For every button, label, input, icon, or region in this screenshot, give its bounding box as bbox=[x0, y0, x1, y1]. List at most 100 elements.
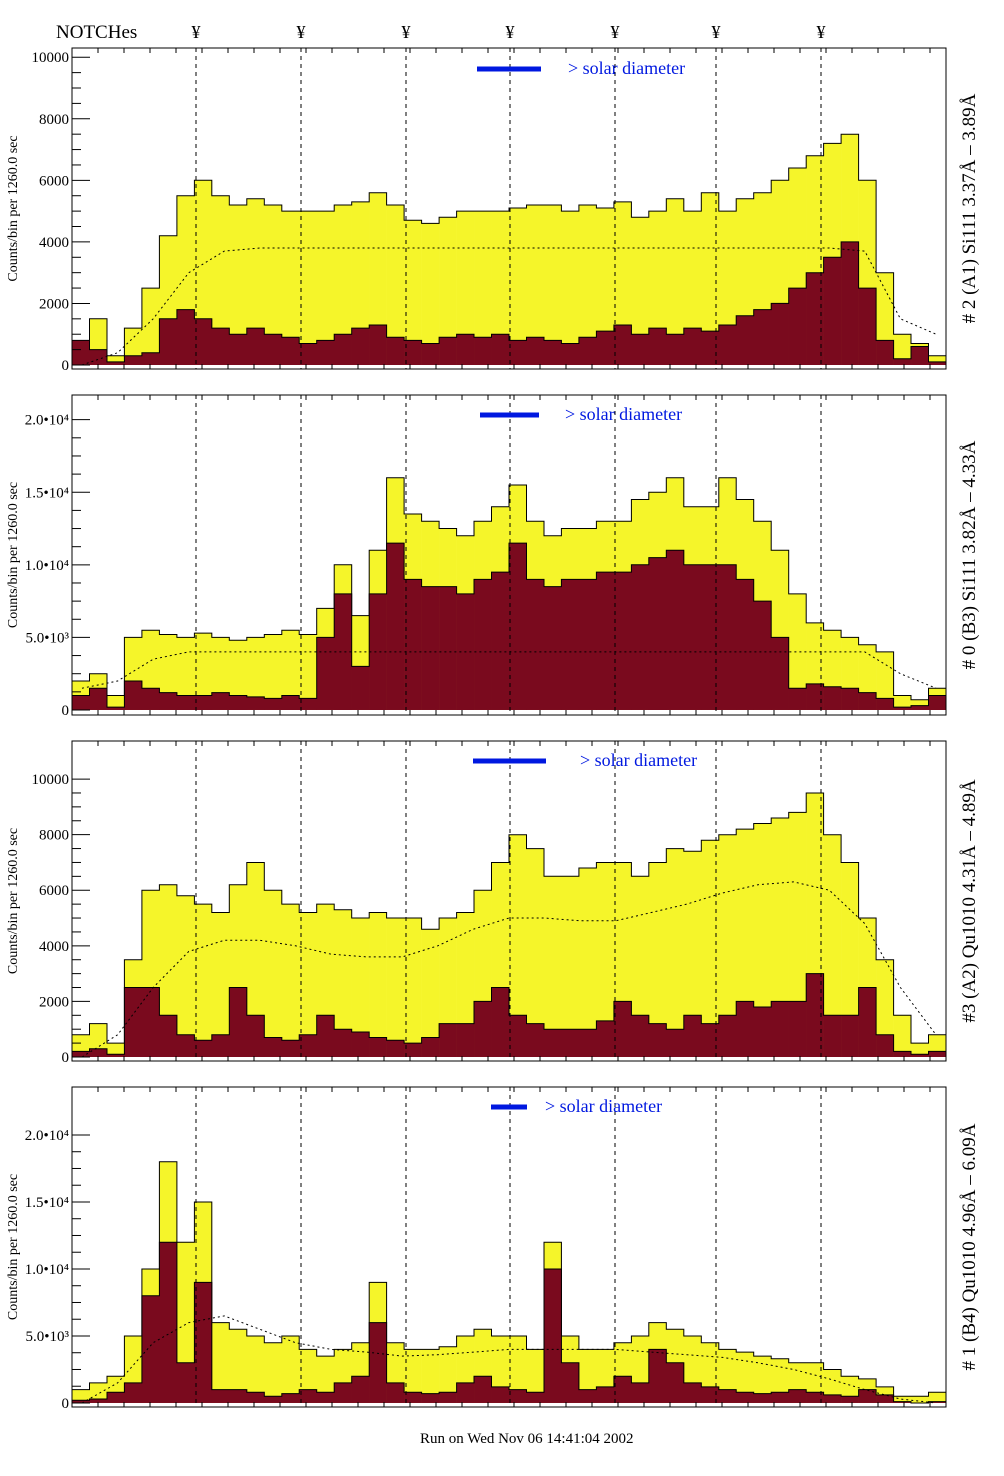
residual-counts-bar bbox=[666, 1362, 685, 1403]
notch-symbol: ¥ bbox=[712, 22, 721, 42]
y-tick-label: 6000 bbox=[39, 173, 69, 189]
residual-counts-bar bbox=[613, 324, 632, 365]
residual-counts-bar bbox=[421, 1393, 440, 1403]
residual-counts-bar bbox=[718, 1389, 737, 1403]
total-counts-bar bbox=[106, 1043, 125, 1057]
y-tick-label: 4000 bbox=[39, 939, 69, 955]
y-tick-label: 1.0•10⁴ bbox=[25, 558, 69, 574]
residual-counts-bar bbox=[299, 343, 318, 365]
residual-counts-bar bbox=[788, 688, 807, 710]
residual-counts-bar bbox=[141, 352, 160, 365]
residual-counts-bar bbox=[89, 1398, 108, 1403]
residual-counts-bar bbox=[299, 1389, 318, 1403]
residual-counts-bar bbox=[281, 695, 300, 710]
residual-counts-bar bbox=[159, 318, 178, 365]
residual-counts-bar bbox=[72, 1400, 90, 1403]
residual-counts-bar bbox=[771, 1392, 789, 1403]
total-counts-bar bbox=[351, 201, 370, 365]
run-timestamp: Run on Wed Nov 06 14:41:04 2002 bbox=[420, 1431, 634, 1447]
panel-frame bbox=[71, 1086, 947, 1408]
residual-counts-bar bbox=[876, 340, 894, 365]
total-counts-bar bbox=[876, 959, 894, 1057]
residual-counts-bar bbox=[631, 334, 650, 365]
total-counts-bar bbox=[561, 211, 580, 365]
residual-counts-bar bbox=[491, 987, 510, 1057]
total-counts-bar bbox=[159, 884, 178, 1057]
residual-counts-bar bbox=[893, 1051, 912, 1057]
residual-counts-bar bbox=[788, 1389, 807, 1403]
residual-counts-bar bbox=[543, 340, 562, 365]
total-counts-bar bbox=[176, 637, 195, 710]
y-tick-label: 4000 bbox=[39, 235, 69, 251]
total-counts-bar bbox=[281, 630, 300, 710]
residual-counts-bar bbox=[631, 1382, 650, 1403]
panel-frame bbox=[71, 47, 947, 370]
residual-counts-bar bbox=[858, 692, 877, 710]
panel-4: 0 5.0•10³ 1.0•10⁴ 1.5•10⁴ 2.0•10⁴ Counts/bin … bbox=[6, 1086, 980, 1412]
residual-counts-bar bbox=[421, 343, 440, 365]
panels: 0 2000 4000 6000 8000 10000 Counts/bin per 126… bbox=[6, 47, 980, 1412]
residual-counts-bar bbox=[736, 1392, 755, 1403]
residual-counts-bar bbox=[509, 1015, 527, 1057]
residual-counts-bar bbox=[648, 1023, 667, 1057]
residual-counts-bar bbox=[159, 1242, 178, 1403]
residual-counts-bar bbox=[316, 340, 335, 365]
residual-counts-bar bbox=[648, 557, 667, 710]
total-counts-bar bbox=[386, 918, 405, 1057]
residual-counts-bar bbox=[194, 695, 213, 710]
residual-counts-bar bbox=[89, 688, 108, 710]
total-counts-bar bbox=[701, 192, 720, 365]
residual-counts-bar bbox=[124, 355, 143, 365]
total-counts-bar bbox=[421, 1349, 440, 1403]
total-counts-bar bbox=[736, 829, 755, 1057]
total-counts-bar bbox=[753, 1356, 772, 1403]
residual-counts-bar bbox=[578, 337, 597, 365]
notch-symbol: ¥ bbox=[817, 22, 826, 42]
residual-counts-bar bbox=[246, 1015, 265, 1057]
total-counts-bar bbox=[526, 204, 545, 365]
residual-counts-outline bbox=[72, 241, 946, 365]
total-counts-bar bbox=[788, 593, 807, 710]
total-counts-bar bbox=[456, 211, 475, 365]
model-curve bbox=[81, 247, 937, 366]
total-counts-bar bbox=[439, 217, 457, 365]
total-counts-bar bbox=[281, 1335, 300, 1403]
residual-counts-bar bbox=[176, 695, 195, 710]
y-axis-label: Counts/bin per 1260.0 sec bbox=[6, 1174, 21, 1320]
panel-title: #3 (A2) Qu1010 4.31Å – 4.89Å bbox=[959, 779, 980, 1023]
residual-counts-bar bbox=[596, 331, 615, 365]
residual-counts-bar bbox=[176, 1362, 195, 1403]
residual-counts-bar bbox=[561, 1362, 580, 1403]
residual-counts-bar bbox=[666, 1029, 685, 1057]
residual-counts-bar bbox=[701, 1386, 720, 1403]
residual-counts-bar bbox=[543, 1268, 562, 1403]
residual-counts-bar bbox=[264, 698, 283, 710]
total-counts-bar bbox=[596, 862, 615, 1057]
total-counts-bar bbox=[928, 355, 946, 365]
total-counts-bar bbox=[736, 1352, 755, 1403]
residual-counts-bar bbox=[281, 1393, 300, 1403]
residual-counts-bar bbox=[369, 593, 387, 710]
residual-counts-bar bbox=[421, 1037, 440, 1057]
residual-counts-bar bbox=[299, 1034, 318, 1057]
residual-counts-bar bbox=[124, 680, 143, 710]
total-counts-bar bbox=[666, 848, 685, 1057]
residual-counts-bar bbox=[159, 1015, 178, 1057]
notch-symbol: ¥ bbox=[192, 22, 201, 42]
residual-counts-bar bbox=[701, 564, 720, 710]
residual-counts-bar bbox=[351, 666, 370, 710]
total-counts-bar bbox=[264, 890, 283, 1057]
residual-counts-bar bbox=[718, 324, 737, 365]
residual-counts-bar bbox=[928, 1051, 946, 1057]
residual-counts-bar bbox=[72, 340, 90, 365]
residual-counts-bar bbox=[648, 328, 667, 365]
residual-counts-bar bbox=[561, 579, 580, 710]
residual-counts-bar bbox=[876, 698, 894, 710]
panel-title: # 0 (B3) Si111 3.82Å – 4.33Å bbox=[959, 440, 980, 669]
residual-counts-bar bbox=[753, 309, 772, 365]
residual-counts-bar bbox=[666, 334, 685, 365]
total-counts-bar bbox=[281, 211, 300, 365]
total-counts-bar bbox=[72, 1389, 90, 1403]
residual-counts-bar bbox=[456, 1023, 475, 1057]
y-tick-label: 6000 bbox=[39, 883, 69, 899]
